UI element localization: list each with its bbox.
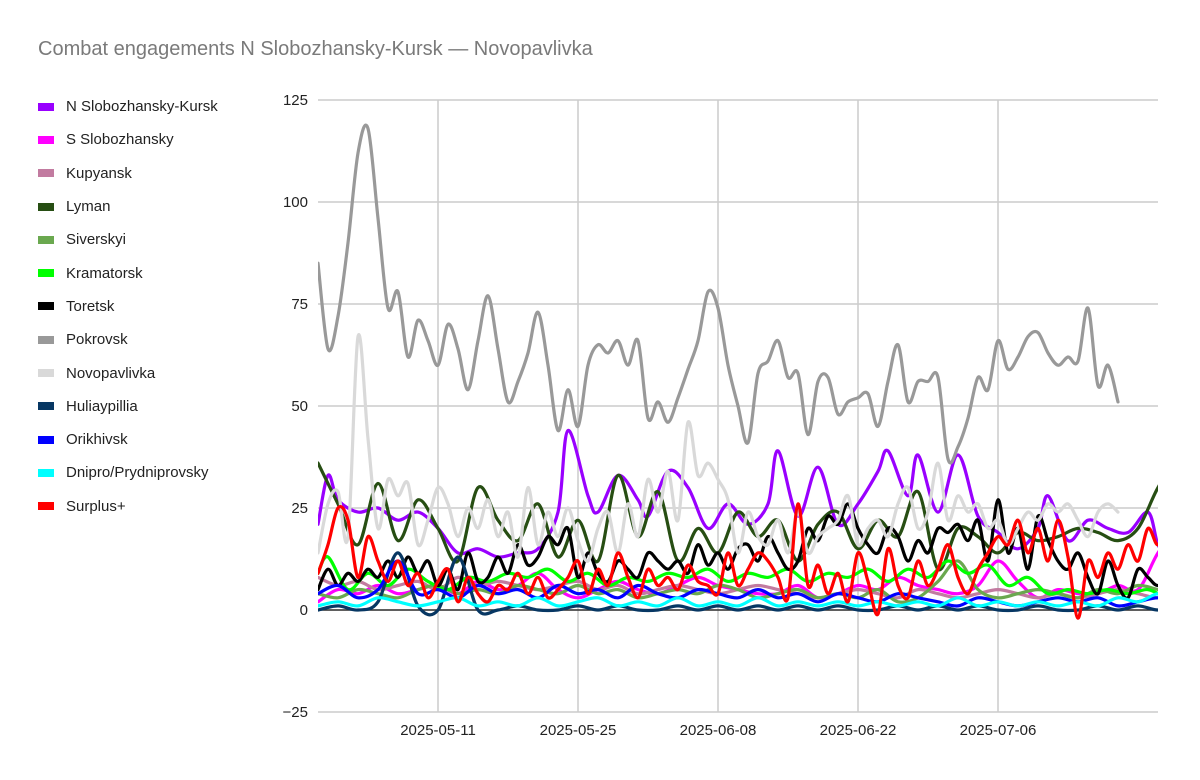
y-tick-label: 50 bbox=[291, 398, 308, 415]
series-line-surplus bbox=[318, 502, 1158, 620]
x-tick-label: 2025-06-08 bbox=[680, 722, 757, 739]
legend-swatch bbox=[38, 502, 54, 511]
series-line-dnipro-prydniprovsky bbox=[318, 592, 1158, 608]
legend-swatch bbox=[38, 302, 54, 311]
legend-swatch bbox=[38, 435, 54, 444]
legend-item-siverskyi: Siverskyi bbox=[38, 223, 218, 256]
legend-label: Kupyansk bbox=[66, 164, 132, 182]
legend-swatch bbox=[38, 402, 54, 411]
legend-item-surplus: Surplus+ bbox=[38, 490, 218, 523]
series-line-toretsk bbox=[318, 498, 1158, 600]
series-line-novopavlivka bbox=[318, 332, 1120, 563]
legend-label: S Slobozhansky bbox=[66, 131, 174, 149]
legend-swatch bbox=[38, 102, 54, 111]
x-tick-label: 2025-05-25 bbox=[540, 722, 617, 739]
y-tick-label: −25 bbox=[283, 704, 308, 721]
legend-item-huliaypillia: Huliaypillia bbox=[38, 390, 218, 423]
legend-swatch bbox=[38, 369, 54, 378]
legend-label: Lyman bbox=[66, 198, 111, 216]
x-tick-label: 2025-06-22 bbox=[820, 722, 897, 739]
legend: N Slobozhansky-Kursk S Slobozhansky Kupyan… bbox=[38, 90, 218, 523]
legend-label: Kramatorsk bbox=[66, 264, 143, 282]
legend-item-novopavlivka: Novopavlivka bbox=[38, 356, 218, 389]
y-tick-label: 25 bbox=[291, 500, 308, 517]
series-group bbox=[318, 123, 1158, 620]
series-line-orikhivsk bbox=[318, 559, 1158, 608]
y-tick-label: 125 bbox=[283, 92, 308, 109]
legend-swatch bbox=[38, 235, 54, 244]
chart-title: Combat engagements N Slobozhansky-Kursk … bbox=[38, 38, 593, 60]
x-tick-label: 2025-07-06 bbox=[960, 722, 1037, 739]
legend-item-pokrovsk: Pokrovsk bbox=[38, 323, 218, 356]
legend-item-dnipro-prydniprovsky: Dnipro/Prydniprovsky bbox=[38, 456, 218, 489]
series-line-pokrovsk bbox=[318, 123, 1120, 465]
legend-swatch bbox=[38, 269, 54, 278]
legend-label: Huliaypillia bbox=[66, 397, 138, 415]
legend-swatch bbox=[38, 169, 54, 178]
legend-label: Pokrovsk bbox=[66, 331, 128, 349]
y-tick-label: 0 bbox=[300, 602, 308, 619]
legend-item-lyman: Lyman bbox=[38, 190, 218, 223]
x-tick-label: 2025-05-11 bbox=[400, 722, 476, 739]
legend-label: Novopavlivka bbox=[66, 364, 156, 382]
legend-swatch bbox=[38, 335, 54, 344]
y-tick-label: 75 bbox=[291, 296, 308, 313]
legend-item-toretsk: Toretsk bbox=[38, 290, 218, 323]
legend-swatch bbox=[38, 202, 54, 211]
legend-item-n-slobozhansky-kursk: N Slobozhansky-Kursk bbox=[38, 90, 218, 123]
legend-item-kupyansk: Kupyansk bbox=[38, 157, 218, 190]
legend-item-orikhivsk: Orikhivsk bbox=[38, 423, 218, 456]
legend-label: Siverskyi bbox=[66, 231, 127, 249]
legend-label: N Slobozhansky-Kursk bbox=[66, 98, 218, 116]
legend-label: Orikhivsk bbox=[66, 431, 128, 449]
y-tick-label: 100 bbox=[283, 194, 308, 211]
legend-swatch bbox=[38, 135, 54, 144]
legend-item-kramatorsk: Kramatorsk bbox=[38, 256, 218, 289]
legend-item-s-slobozhansky: S Slobozhansky bbox=[38, 123, 218, 156]
legend-label: Dnipro/Prydniprovsky bbox=[66, 464, 209, 482]
legend-label: Surplus+ bbox=[66, 497, 126, 515]
legend-label: Toretsk bbox=[66, 297, 115, 315]
series-line-huliaypillia bbox=[318, 551, 1158, 617]
legend-swatch bbox=[38, 468, 54, 477]
